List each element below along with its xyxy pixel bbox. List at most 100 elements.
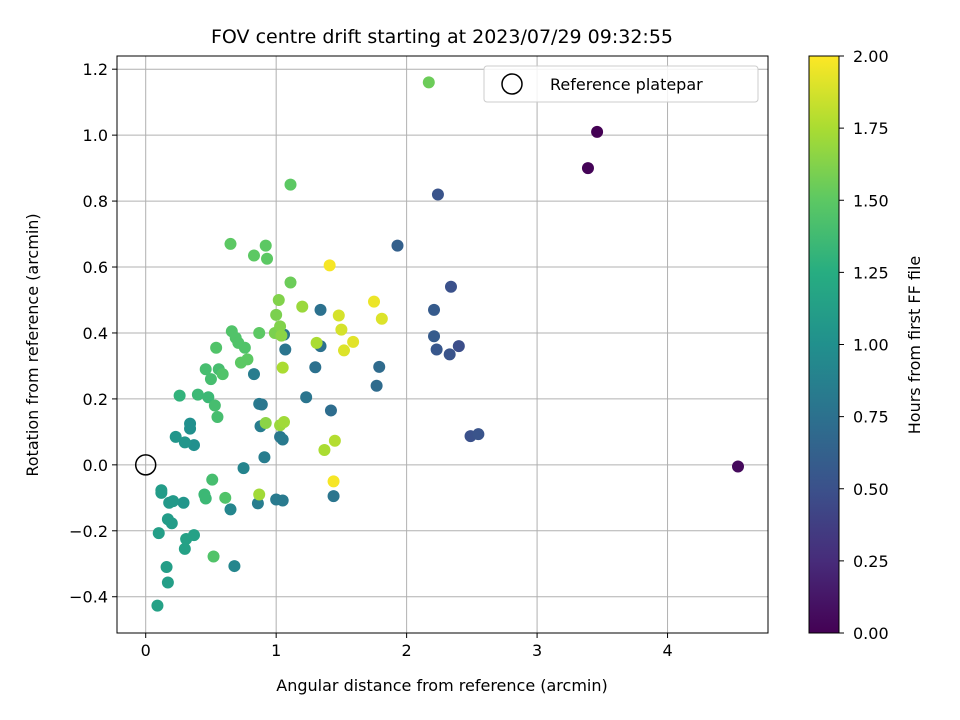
data-point	[238, 341, 251, 354]
data-point	[284, 178, 297, 191]
data-point	[208, 399, 221, 412]
x-tick-label: 3	[532, 641, 542, 660]
y-tick-label: 0.2	[83, 390, 108, 409]
data-point	[204, 373, 217, 386]
data-point	[310, 336, 323, 349]
data-point	[284, 276, 297, 289]
data-point	[247, 249, 260, 262]
data-point	[444, 280, 457, 293]
chart-title: FOV centre drift starting at 2023/07/29 …	[211, 26, 673, 48]
data-point	[191, 388, 204, 401]
colorbar-tick-label: 0.25	[853, 552, 889, 571]
data-point	[391, 239, 404, 252]
data-point	[327, 475, 340, 488]
data-point	[237, 462, 250, 475]
data-point	[300, 391, 313, 404]
data-point	[338, 344, 351, 357]
data-point	[247, 368, 260, 381]
data-point	[161, 576, 174, 589]
data-point	[202, 391, 215, 404]
colorbar-tick-label: 1.25	[853, 263, 889, 282]
colorbar-tick-label: 0.75	[853, 408, 889, 427]
data-point	[327, 490, 340, 503]
data-point	[731, 460, 744, 473]
data-point	[431, 188, 444, 201]
data-point	[368, 295, 381, 308]
data-point	[347, 335, 360, 348]
colorbar-tick-label: 1.50	[853, 191, 889, 210]
data-point	[258, 451, 271, 464]
data-point	[270, 308, 283, 321]
x-axis-label: Angular distance from reference (arcmin)	[276, 676, 607, 695]
data-point	[277, 415, 290, 428]
y-tick-label: 0.8	[83, 192, 108, 211]
data-point	[177, 496, 190, 509]
data-point	[241, 353, 254, 366]
data-point	[332, 309, 345, 322]
data-point	[591, 125, 604, 138]
data-point	[274, 320, 287, 333]
x-tick-label: 1	[271, 641, 281, 660]
data-point	[219, 491, 232, 504]
data-point	[314, 303, 327, 316]
data-point	[251, 497, 264, 510]
data-point	[318, 444, 331, 457]
data-point	[272, 293, 285, 306]
legend-label: Reference platepar	[550, 75, 703, 94]
data-point	[259, 239, 272, 252]
data-point	[178, 542, 191, 555]
data-point	[276, 494, 289, 507]
y-tick-label: 1.2	[83, 60, 108, 79]
data-point	[187, 529, 200, 542]
colorbar-label: Hours from first FF file	[905, 256, 924, 435]
data-point	[373, 360, 386, 373]
data-point	[216, 368, 229, 381]
data-point	[228, 560, 241, 573]
colorbar-tick-label: 1.75	[853, 119, 889, 138]
data-point	[184, 422, 197, 435]
y-tick-label: 0.6	[83, 258, 108, 277]
x-axis-ticks: 0 1 2 3 4	[141, 633, 673, 660]
data-point	[199, 363, 212, 376]
colorbar	[808, 55, 840, 634]
y-axis-ticks: −0.4 −0.2 0.0 0.2 0.4 0.6 0.8 1.0 1.2	[69, 60, 117, 607]
x-tick-label: 2	[402, 641, 412, 660]
data-point	[207, 550, 220, 563]
data-point	[224, 503, 237, 516]
data-point	[422, 76, 435, 89]
data-point	[370, 379, 383, 392]
data-point	[163, 496, 176, 509]
data-point	[443, 348, 456, 361]
y-axis-label: Rotation from reference (arcmin)	[23, 213, 42, 476]
plot-frame	[116, 55, 769, 634]
data-point	[335, 323, 348, 336]
data-point	[276, 433, 289, 446]
data-point	[160, 561, 173, 574]
data-point	[323, 259, 336, 272]
data-point	[199, 492, 212, 505]
data-point	[428, 330, 441, 343]
y-tick-label: 1.0	[83, 126, 108, 145]
data-point	[173, 389, 186, 402]
legend-marker	[501, 73, 523, 95]
data-point	[178, 436, 191, 449]
data-point	[309, 361, 322, 374]
legend-box	[483, 65, 759, 103]
data-point	[224, 237, 237, 250]
colorbar-tick-label: 2.00	[853, 47, 889, 66]
data-point	[324, 404, 337, 417]
data-point	[276, 361, 289, 374]
data-point	[430, 343, 443, 356]
data-point	[261, 252, 274, 265]
data-point	[296, 300, 309, 313]
data-point	[279, 343, 292, 356]
data-point	[253, 488, 266, 501]
data-point	[155, 484, 168, 497]
legend: Reference platepar	[483, 65, 759, 103]
y-tick-label: 0.4	[83, 324, 108, 343]
scatter-points	[151, 76, 744, 612]
x-tick-label: 4	[662, 641, 672, 660]
data-point	[187, 439, 200, 452]
y-tick-label: −0.2	[69, 522, 108, 541]
